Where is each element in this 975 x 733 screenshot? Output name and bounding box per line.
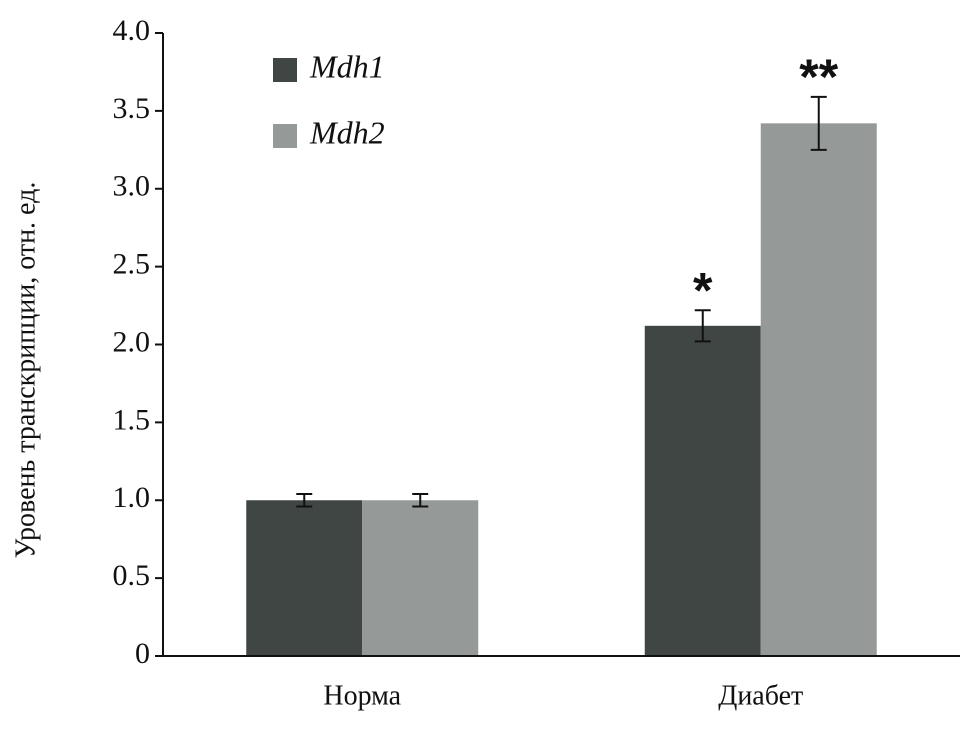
y-tick-label: 1.5 xyxy=(113,403,151,436)
bar xyxy=(644,325,761,656)
significance-mark: ** xyxy=(799,49,838,105)
x-tick-label: Норма xyxy=(323,680,401,711)
x-tick-label: Диабет xyxy=(718,680,803,711)
bar xyxy=(246,500,363,656)
y-tick-label: 0 xyxy=(135,637,150,670)
y-tick-label: 2.5 xyxy=(113,248,151,281)
y-tick-label: 1.0 xyxy=(113,481,151,514)
legend-label: Mdh2 xyxy=(309,114,385,150)
y-tick-label: 0.5 xyxy=(113,559,151,592)
y-tick-label: 2.0 xyxy=(113,325,151,358)
y-tick-label: 4.0 xyxy=(113,14,151,47)
y-tick-label: 3.0 xyxy=(113,170,151,203)
y-axis-label: Уровень транскрипции, отн. ед. xyxy=(10,182,41,559)
significance-mark: * xyxy=(693,262,713,318)
bar xyxy=(362,500,479,656)
bar xyxy=(760,123,877,656)
y-tick-label: 3.5 xyxy=(113,92,151,125)
legend-swatch xyxy=(273,58,297,82)
legend-swatch xyxy=(273,124,297,148)
legend-label: Mdh1 xyxy=(309,48,385,84)
